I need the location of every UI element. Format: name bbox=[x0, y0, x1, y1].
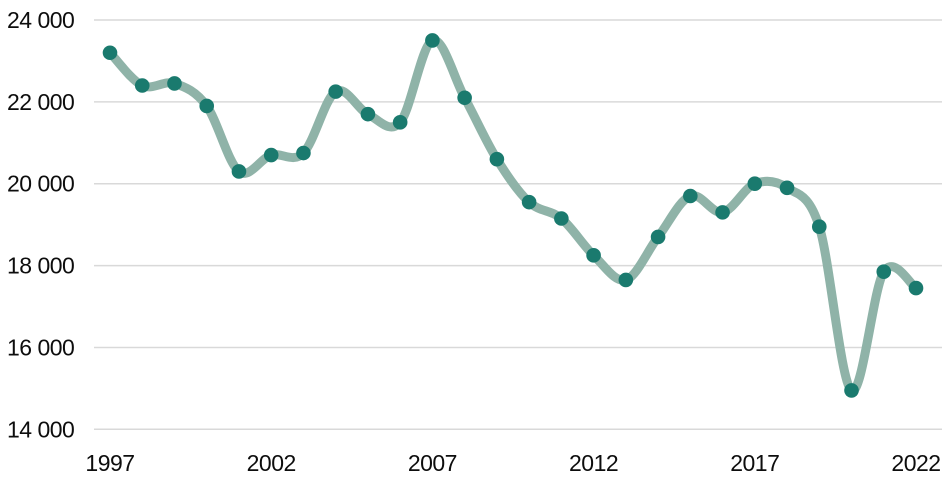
data-point-2004 bbox=[328, 84, 343, 99]
data-point-2020 bbox=[844, 383, 859, 398]
data-point-2017 bbox=[747, 176, 763, 192]
data-point-1999 bbox=[167, 76, 182, 91]
data-point-2015 bbox=[683, 188, 698, 204]
data-point-1998 bbox=[134, 78, 150, 93]
data-point-2011 bbox=[554, 211, 569, 226]
y-tick-label-20000: 20 000 bbox=[7, 171, 74, 197]
data-point-2001 bbox=[231, 164, 247, 179]
data-point-2005 bbox=[360, 106, 376, 122]
x-tick-label-2002: 2002 bbox=[247, 450, 296, 476]
y-tick-label-18000: 18 000 bbox=[7, 253, 74, 279]
x-tick-label-2022: 2022 bbox=[891, 450, 940, 476]
data-point-2003 bbox=[296, 145, 311, 161]
data-point-2002 bbox=[263, 147, 279, 163]
series-line bbox=[105, 35, 921, 395]
data-point-2016 bbox=[715, 205, 730, 220]
y-tick-label-24000: 24 000 bbox=[7, 7, 74, 33]
y-tick-label-14000: 14 000 bbox=[7, 416, 74, 442]
x-tick-label-2007: 2007 bbox=[408, 450, 457, 476]
data-point-2000 bbox=[199, 98, 215, 114]
data-point-1997 bbox=[102, 45, 118, 61]
x-tick-label-2017: 2017 bbox=[730, 450, 779, 476]
x-tick-label-2012: 2012 bbox=[569, 450, 618, 476]
x-tick-label-1997: 1997 bbox=[85, 450, 134, 476]
data-point-2019 bbox=[811, 219, 827, 234]
data-point-2007 bbox=[425, 33, 440, 48]
data-point-2014 bbox=[650, 229, 666, 245]
y-tick-label-22000: 22 000 bbox=[7, 89, 74, 115]
data-point-2021 bbox=[876, 264, 892, 280]
data-point-2008 bbox=[457, 90, 472, 106]
data-point-2009 bbox=[489, 151, 505, 167]
y-tick-label-16000: 16 000 bbox=[7, 334, 74, 360]
data-point-2022 bbox=[908, 280, 924, 296]
data-point-2013 bbox=[618, 272, 634, 288]
data-point-2006 bbox=[392, 115, 408, 130]
data-point-2018 bbox=[779, 180, 795, 196]
data-point-2012 bbox=[586, 248, 601, 263]
data-point-2010 bbox=[521, 194, 537, 210]
